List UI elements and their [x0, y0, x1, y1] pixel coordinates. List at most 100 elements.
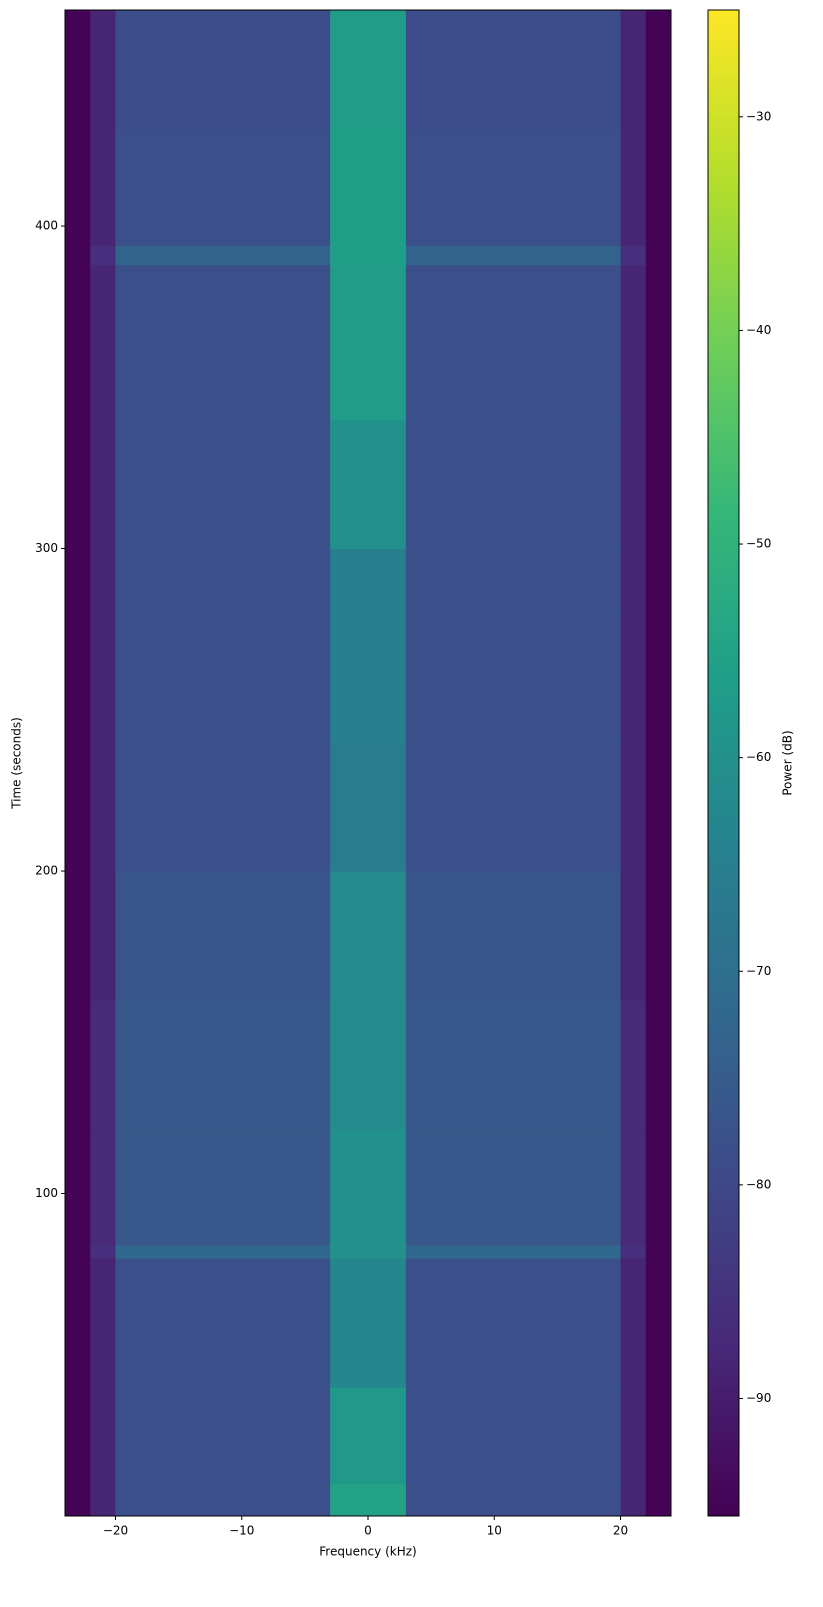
heatmap-cell [115, 419, 331, 550]
heatmap-cell [620, 871, 647, 1001]
heatmap-cell [65, 548, 91, 614]
heatmap-cell [620, 548, 647, 614]
heatmap-cell [115, 1000, 331, 1130]
heatmap-cell [65, 1129, 91, 1246]
heatmap-cell [620, 1483, 647, 1517]
heatmap-cell [90, 1129, 116, 1246]
heatmap-cell [90, 1258, 116, 1388]
heatmap-cell [405, 1258, 621, 1388]
heatmap-cell [620, 1245, 647, 1259]
heatmap-cell [65, 1483, 91, 1517]
heatmap-cell [90, 419, 116, 550]
heatmap-cell [65, 245, 91, 266]
heatmap-cell [330, 1387, 407, 1485]
heatmap-cell [405, 1129, 621, 1246]
heatmap [65, 10, 672, 1517]
colorbar-tick-label: −90 [746, 1391, 771, 1405]
heatmap-cell [620, 419, 647, 550]
colorbar-tick-label: −80 [746, 1177, 771, 1191]
heatmap-cell [330, 548, 407, 614]
heatmap-cell [645, 1129, 672, 1246]
colorbar-tick-label: −50 [746, 537, 771, 551]
y-tick-label: 300 [35, 541, 58, 555]
heatmap-cell [115, 1129, 331, 1246]
heatmap-cell [115, 613, 331, 743]
heatmap-cell [645, 245, 672, 266]
colorbar-tick-label: −70 [746, 964, 771, 978]
heatmap-cell [330, 1000, 407, 1130]
heatmap-cell [330, 419, 407, 550]
heatmap-cell [330, 245, 407, 266]
x-axis-label: Frequency (kHz) [319, 1545, 416, 1559]
heatmap-cell [620, 129, 647, 246]
heatmap-cell [65, 742, 91, 872]
heatmap-cell [645, 129, 672, 246]
heatmap-cell [90, 613, 116, 743]
heatmap-cell [90, 245, 116, 266]
heatmap-cell [405, 1000, 621, 1130]
colorbar-tick-label: −60 [746, 750, 771, 764]
y-tick-label: 400 [35, 219, 58, 233]
heatmap-cell [645, 10, 672, 130]
heatmap-cell [115, 245, 331, 266]
heatmap-cell [405, 1387, 621, 1485]
heatmap-cell [620, 613, 647, 743]
heatmap-cell [645, 1258, 672, 1388]
heatmap-cell [405, 419, 621, 550]
y-tick-label: 200 [35, 864, 58, 878]
colorbar-tick-label: −40 [746, 323, 771, 337]
heatmap-cell [405, 548, 621, 614]
heatmap-cell [405, 742, 621, 872]
heatmap-cell [330, 10, 407, 130]
x-tick-label: 0 [364, 1524, 372, 1538]
heatmap-cell [65, 264, 91, 421]
heatmap-cell [115, 1258, 331, 1388]
x-tick-label: 10 [487, 1524, 502, 1538]
heatmap-cell [405, 10, 621, 130]
y-axis-label: Time (seconds) [10, 717, 24, 810]
heatmap-cell [330, 129, 407, 246]
colorbar [707, 9, 740, 1517]
x-tick-label: −10 [229, 1524, 254, 1538]
x-tick-label: −20 [103, 1524, 128, 1538]
heatmap-cell [645, 264, 672, 421]
heatmap-cell [645, 419, 672, 550]
heatmap-cell [65, 1387, 91, 1485]
heatmap-cell [115, 1483, 331, 1517]
x-tick-label: 20 [613, 1524, 628, 1538]
heatmap-cell [620, 1387, 647, 1485]
heatmap-cell [90, 871, 116, 1001]
heatmap-cell [645, 1483, 672, 1517]
heatmap-cell [620, 264, 647, 421]
heatmap-cell [645, 548, 672, 614]
heatmap-cell [330, 871, 407, 1001]
heatmap-cell [620, 742, 647, 872]
heatmap-cell [90, 1483, 116, 1517]
heatmap-cell [620, 1258, 647, 1388]
heatmap-cell [330, 1245, 407, 1259]
heatmap-cell [65, 419, 91, 550]
colorbar-label: Power (dB) [781, 730, 795, 795]
heatmap-cell [405, 129, 621, 246]
heatmap-cell [65, 613, 91, 743]
y-tick-label: 100 [35, 1186, 58, 1200]
heatmap-cell [620, 1129, 647, 1246]
heatmap-cell [645, 613, 672, 743]
heatmap-cell [90, 10, 116, 130]
heatmap-cell [115, 548, 331, 614]
heatmap-cell [330, 1129, 407, 1246]
heatmap-cell [405, 264, 621, 421]
heatmap-cell [330, 1258, 407, 1388]
heatmap-cell [65, 10, 91, 130]
heatmap-cell [645, 742, 672, 872]
heatmap-cell [405, 1245, 621, 1259]
heatmap-cell [115, 264, 331, 421]
heatmap-cell [90, 129, 116, 246]
heatmap-cell [65, 1258, 91, 1388]
heatmap-cell [90, 1000, 116, 1130]
heatmap-cell [90, 264, 116, 421]
heatmap-cell [115, 742, 331, 872]
heatmap-cell [330, 264, 407, 421]
heatmap-cell [620, 245, 647, 266]
